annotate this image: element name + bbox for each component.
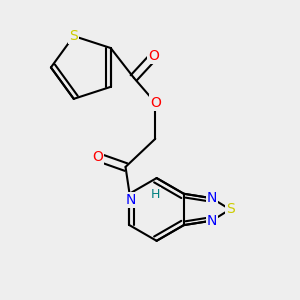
Text: O: O <box>92 150 103 164</box>
Text: N: N <box>207 191 217 205</box>
Text: N: N <box>207 214 217 228</box>
Text: O: O <box>148 49 159 63</box>
Text: S: S <box>69 29 78 43</box>
Text: O: O <box>150 95 161 110</box>
Text: H: H <box>151 188 160 202</box>
Text: N: N <box>125 193 136 207</box>
Text: S: S <box>226 202 234 216</box>
